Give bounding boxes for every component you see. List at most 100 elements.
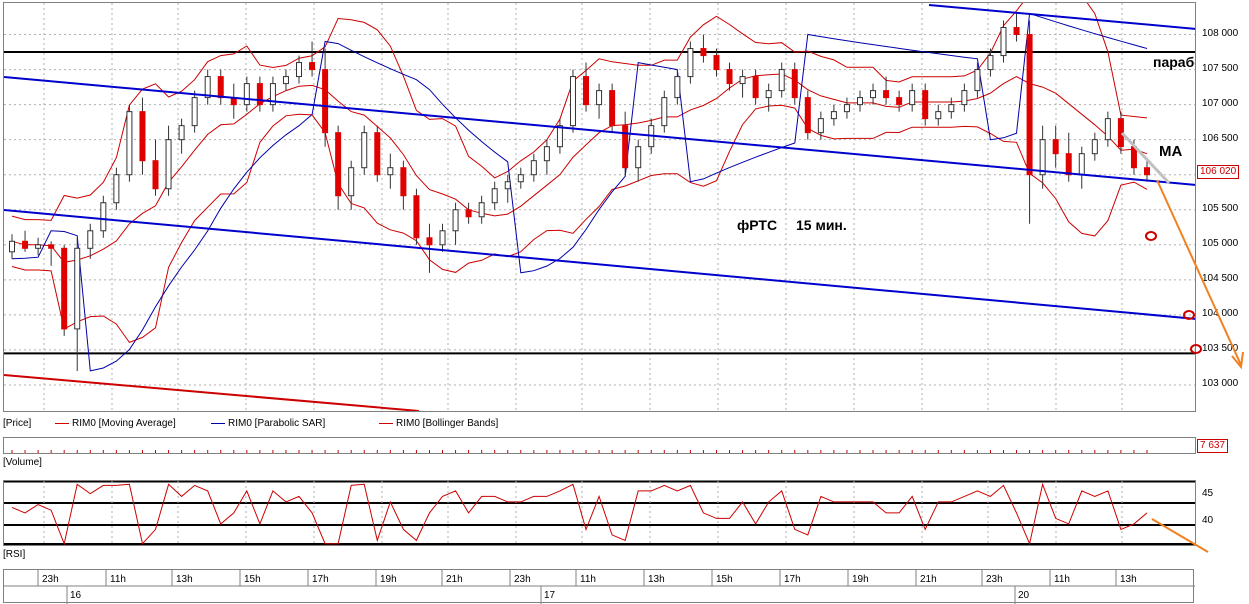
- candle-body: [543, 146, 550, 162]
- price-tick-label: 108 000: [1202, 27, 1239, 39]
- price-chart-canvas: [4, 3, 1195, 411]
- trend-channel-upper: [4, 76, 1195, 186]
- candle: [935, 104, 942, 126]
- red-support-line: [4, 374, 420, 411]
- candle: [922, 83, 929, 126]
- candle-body: [856, 97, 863, 106]
- rsi-pane[interactable]: [3, 480, 1196, 546]
- price-tick-label: 106 500: [1202, 132, 1239, 144]
- candle: [622, 111, 629, 175]
- candle-body: [752, 76, 759, 99]
- candle-body: [9, 240, 15, 253]
- candle: [583, 62, 590, 112]
- volume-pane[interactable]: [3, 437, 1196, 454]
- candle-body: [622, 125, 629, 169]
- ma-label: MA: [1159, 143, 1183, 160]
- candle: [1039, 125, 1046, 189]
- candle: [478, 195, 485, 224]
- legend-item-bollinger-bands[interactable]: RIM0 [Bollinger Bands]: [379, 418, 498, 430]
- candle: [256, 76, 263, 112]
- hour-tick-label: 17h: [312, 574, 329, 585]
- legend-item-moving-average[interactable]: RIM0 [Moving Average]: [55, 418, 176, 430]
- candle: [948, 97, 955, 119]
- hour-tick-label: 21h: [446, 574, 463, 585]
- day-tick-label: 17: [544, 590, 556, 601]
- candle-body: [583, 76, 590, 106]
- candle-body: [413, 195, 420, 239]
- candle: [530, 153, 537, 182]
- candle: [1144, 160, 1150, 182]
- candle-body: [478, 202, 485, 218]
- candle-body: [713, 55, 720, 71]
- candle-body: [269, 83, 276, 106]
- volume-axis: 7 637: [1196, 437, 1249, 454]
- candle: [713, 48, 720, 77]
- candle-body: [1144, 167, 1150, 176]
- candle: [335, 125, 342, 210]
- candle-body: [22, 240, 29, 249]
- legend-item-parabolic-sar[interactable]: RIM0 [Parabolic SAR]: [211, 418, 325, 430]
- candle: [204, 69, 211, 105]
- rsi-pane-label: [RSI]: [3, 549, 26, 560]
- candle: [543, 139, 550, 175]
- volume-last-value-tag: 7 637: [1197, 439, 1229, 453]
- candle: [309, 41, 316, 77]
- rsi-axis: 45 40: [1196, 480, 1249, 546]
- candle: [152, 139, 159, 196]
- candle-body: [922, 90, 929, 120]
- candle-body: [113, 174, 120, 204]
- candle: [413, 188, 420, 245]
- candle: [165, 125, 172, 196]
- candle: [1000, 20, 1007, 63]
- candle-body: [74, 247, 81, 330]
- candle-body: [948, 104, 955, 113]
- candle: [178, 118, 185, 154]
- candle-body: [726, 69, 733, 85]
- candle: [870, 83, 877, 105]
- price-chart-pane[interactable]: фРТС 15 мин. параболик MA: [3, 2, 1196, 412]
- candle: [296, 55, 303, 84]
- candle-body: [1000, 27, 1007, 57]
- candle: [752, 69, 759, 105]
- candle: [700, 34, 707, 63]
- candle-body: [896, 97, 903, 106]
- candle-body: [309, 62, 316, 71]
- candle-body: [778, 69, 785, 92]
- candle: [961, 83, 968, 112]
- price-pane-label: [Price]: [3, 418, 32, 429]
- price-tick-label: 105 500: [1202, 202, 1239, 214]
- candle: [348, 160, 355, 210]
- candle-body: [465, 209, 472, 218]
- hour-tick-label: 11h: [110, 574, 126, 585]
- candle-body: [609, 90, 616, 127]
- candle-body: [35, 244, 42, 249]
- candle-body: [687, 48, 694, 78]
- candle: [556, 118, 563, 154]
- candle: [765, 83, 772, 112]
- rsi-canvas: [4, 481, 1195, 545]
- parabolic-sar-line: [11, 12, 1148, 372]
- hour-tick-label: 17h: [784, 574, 801, 585]
- rsi-tick-label: 45: [1202, 488, 1214, 499]
- candle-body: [1078, 153, 1085, 176]
- hour-tick-label: 23h: [514, 574, 531, 585]
- candle: [439, 223, 446, 252]
- candle-body: [883, 90, 890, 99]
- trend-channel-lower: [4, 209, 1195, 320]
- price-tick-label: 103 000: [1202, 377, 1239, 389]
- candle-body: [191, 97, 198, 127]
- candle: [113, 167, 120, 210]
- candle-body: [739, 76, 746, 85]
- candle-body: [569, 76, 576, 127]
- candle-body: [491, 188, 498, 204]
- candle-body: [1065, 153, 1072, 176]
- candle: [830, 104, 837, 126]
- candle-body: [987, 55, 994, 71]
- candle-body: [1039, 139, 1046, 176]
- candle-body: [556, 125, 563, 148]
- candle-body: [661, 97, 668, 127]
- candle: [282, 69, 289, 91]
- candle: [804, 90, 811, 140]
- candle-body: [791, 69, 798, 99]
- candle: [465, 202, 472, 224]
